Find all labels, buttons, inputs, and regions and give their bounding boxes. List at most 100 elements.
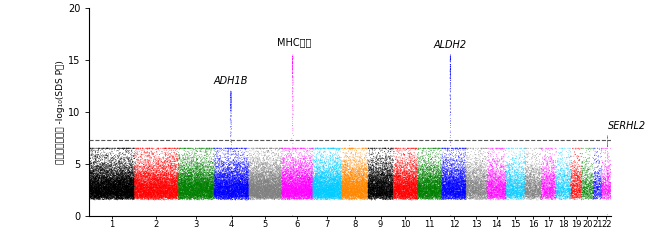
Point bbox=[360, 189, 370, 193]
Point bbox=[287, 72, 298, 76]
Point bbox=[179, 181, 189, 185]
Point bbox=[259, 159, 270, 163]
Point bbox=[460, 192, 470, 195]
Point bbox=[153, 192, 164, 195]
Point bbox=[411, 186, 422, 190]
Point bbox=[172, 167, 183, 171]
Point bbox=[282, 189, 293, 193]
Point bbox=[320, 186, 331, 189]
Point bbox=[192, 192, 202, 195]
Point bbox=[370, 148, 380, 152]
Point bbox=[368, 188, 378, 192]
Point bbox=[558, 161, 568, 165]
Point bbox=[206, 188, 216, 191]
Point bbox=[92, 190, 102, 194]
Point bbox=[536, 176, 546, 180]
Point bbox=[534, 166, 544, 170]
Point bbox=[410, 197, 421, 200]
Point bbox=[365, 189, 376, 193]
Point bbox=[534, 188, 544, 191]
Point bbox=[140, 171, 151, 175]
Point bbox=[461, 180, 471, 184]
Point bbox=[266, 192, 277, 195]
Point bbox=[438, 190, 448, 194]
Point bbox=[144, 178, 154, 182]
Point bbox=[199, 189, 209, 193]
Point bbox=[495, 171, 505, 175]
Point bbox=[425, 184, 436, 187]
Point bbox=[443, 146, 454, 150]
Point bbox=[272, 192, 282, 195]
Point bbox=[143, 188, 153, 191]
Point bbox=[109, 192, 120, 195]
Point bbox=[560, 182, 570, 185]
Point bbox=[274, 181, 285, 184]
Point bbox=[426, 195, 436, 199]
Point bbox=[248, 183, 259, 187]
Point bbox=[381, 182, 391, 185]
Point bbox=[168, 197, 178, 200]
Point bbox=[434, 170, 444, 174]
Point bbox=[208, 152, 218, 156]
Point bbox=[187, 186, 198, 190]
Point bbox=[238, 195, 248, 199]
Point bbox=[109, 196, 120, 199]
Point bbox=[327, 182, 337, 185]
Point bbox=[291, 193, 301, 197]
Point bbox=[308, 190, 318, 193]
Point bbox=[105, 189, 116, 193]
Point bbox=[260, 195, 270, 198]
Point bbox=[201, 187, 211, 191]
Point bbox=[126, 179, 136, 183]
Point bbox=[244, 190, 255, 194]
Point bbox=[176, 181, 186, 185]
Point bbox=[346, 192, 357, 196]
Point bbox=[229, 185, 240, 188]
Point bbox=[369, 189, 379, 193]
Point bbox=[317, 189, 327, 193]
Point bbox=[132, 173, 142, 177]
Point bbox=[160, 192, 170, 196]
Point bbox=[220, 168, 231, 171]
Point bbox=[176, 188, 186, 191]
Point bbox=[321, 180, 332, 183]
Point bbox=[227, 193, 237, 196]
Point bbox=[453, 194, 463, 197]
Point bbox=[230, 196, 240, 200]
Point bbox=[341, 193, 352, 197]
Point bbox=[90, 191, 100, 195]
Point bbox=[227, 194, 237, 197]
Point bbox=[403, 189, 413, 193]
Point bbox=[388, 189, 398, 193]
Point bbox=[268, 188, 278, 192]
Point bbox=[162, 167, 173, 171]
Point bbox=[127, 180, 137, 184]
Point bbox=[584, 171, 595, 175]
Point bbox=[189, 152, 200, 156]
Point bbox=[198, 191, 209, 194]
Point bbox=[391, 195, 402, 199]
Point bbox=[317, 186, 328, 189]
Point bbox=[89, 196, 99, 200]
Point bbox=[450, 195, 461, 199]
Point bbox=[502, 189, 513, 192]
Point bbox=[296, 180, 307, 184]
Point bbox=[235, 166, 246, 170]
Point bbox=[203, 192, 213, 196]
Point bbox=[144, 187, 155, 191]
Point bbox=[530, 196, 540, 200]
Point bbox=[345, 192, 356, 196]
Point bbox=[387, 186, 397, 189]
Point bbox=[586, 193, 597, 196]
Point bbox=[207, 182, 217, 186]
Point bbox=[430, 196, 441, 200]
Point bbox=[525, 196, 535, 200]
Point bbox=[98, 187, 109, 190]
Point bbox=[416, 186, 426, 190]
Point bbox=[445, 190, 456, 194]
Point bbox=[292, 190, 302, 194]
Point bbox=[402, 181, 413, 185]
Point bbox=[88, 166, 98, 170]
Point bbox=[328, 178, 338, 182]
Point bbox=[254, 194, 264, 198]
